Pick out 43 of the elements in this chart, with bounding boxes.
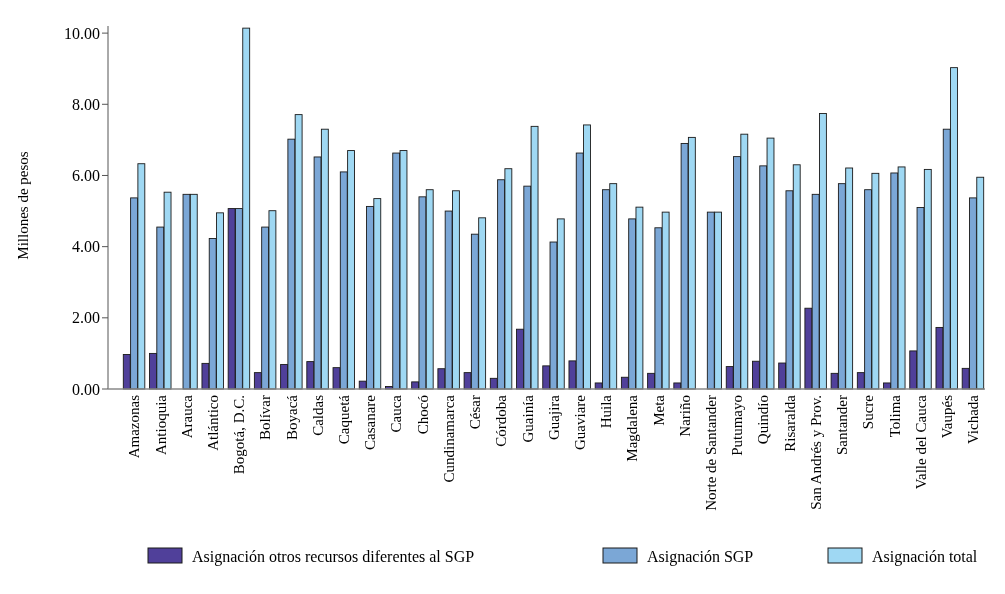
x-tick-label: Sucre — [860, 394, 877, 430]
y-tick-label: 6.00 — [72, 167, 100, 185]
x-tick-label: Meta — [650, 394, 667, 426]
y-tick-label: 10.00 — [64, 24, 100, 42]
x-tick-label: Córdoba — [493, 394, 510, 447]
y-tick-label: 0.00 — [72, 380, 100, 398]
x-tick-label: Tolima — [886, 394, 903, 438]
y-axis-title: Millones de pesos — [15, 151, 31, 260]
legend-label: Asignación otros recursos diferentes al SGP — [192, 547, 475, 566]
x-tick-label: Valle del Cauca — [912, 394, 929, 490]
x-tick-label: Cundinamarca — [440, 394, 457, 483]
x-tick-label: Nariño — [676, 395, 693, 437]
legend-label: Asignación total — [872, 547, 978, 566]
x-tick-label: Antioquia — [152, 394, 169, 455]
y-tick-label: 8.00 — [72, 95, 100, 113]
x-tick-label: Norte de Santander — [703, 395, 720, 511]
x-tick-label: Magdalena — [624, 394, 641, 462]
x-tick-label: Vaupés — [938, 394, 955, 439]
x-tick-label: Risaralda — [781, 394, 798, 452]
x-tick-label: Guaviare — [571, 394, 588, 450]
x-tick-label: César — [467, 395, 484, 430]
x-tick-label: Huila — [598, 394, 615, 429]
x-tick-label: Arauca — [178, 394, 195, 439]
y-tick-label: 4.00 — [72, 238, 100, 256]
x-tick-label: Caquetá — [336, 394, 353, 445]
x-tick-label: Vichada — [965, 394, 982, 445]
x-tick-label: Chocó — [414, 395, 431, 435]
x-tick-label: Quindío — [755, 395, 772, 445]
x-tick-label: Amazonas — [126, 394, 143, 459]
x-tick-label: Putumayo — [729, 395, 746, 456]
x-tick-label: Guainía — [519, 394, 536, 443]
x-tick-label: Guajira — [545, 394, 562, 440]
x-tick-label: Bogotá, D.C. — [231, 395, 248, 475]
x-tick-label: San Andrés y Prov. — [807, 395, 824, 510]
x-tick-label: Bolívar — [257, 395, 274, 440]
x-tick-label: Boyacá — [283, 394, 300, 440]
x-tick-label: Cauca — [388, 394, 405, 433]
x-tick-label: Atlántico — [204, 395, 221, 451]
x-tick-label: Casanare — [362, 394, 379, 450]
x-tick-label: Caldas — [309, 394, 326, 436]
y-tick-label: 2.00 — [72, 309, 100, 327]
x-tick-label: Santander — [834, 395, 851, 455]
legend-label: Asignación SGP — [647, 547, 754, 566]
